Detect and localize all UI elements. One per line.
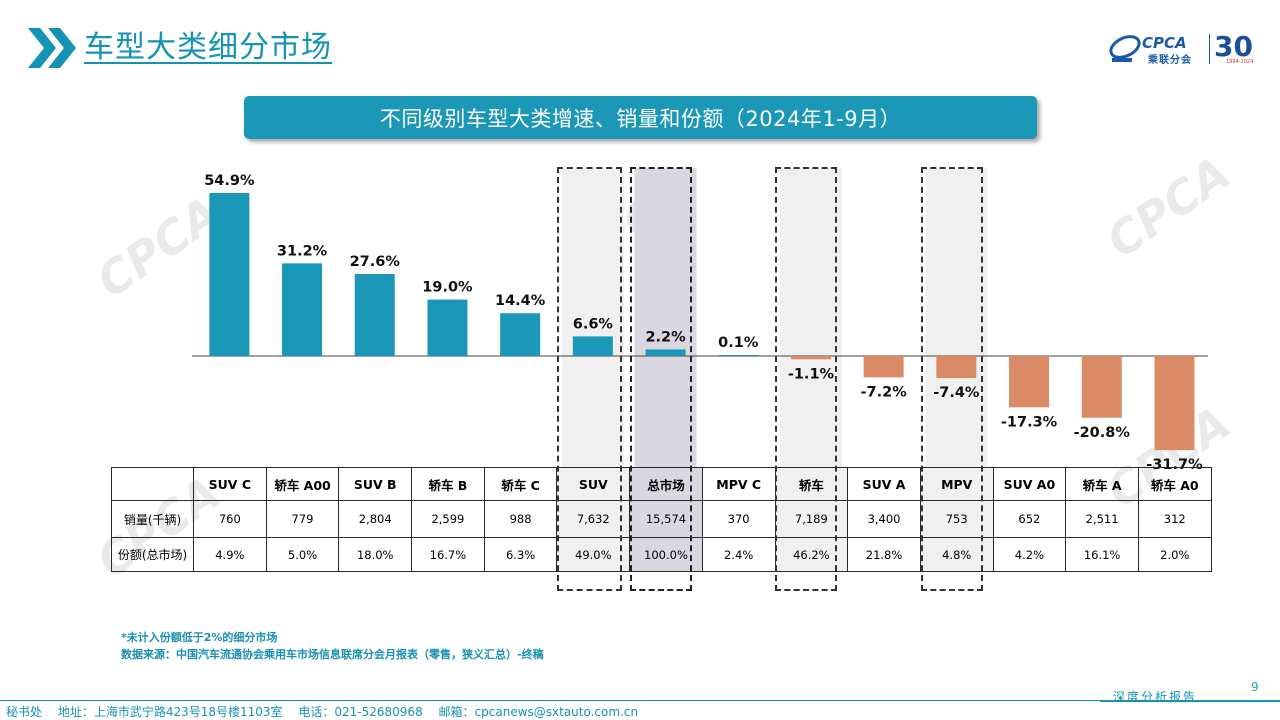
category-header: SUV <box>556 467 631 501</box>
data-label-11: -17.3% <box>1001 414 1058 430</box>
bar-5 <box>572 336 613 356</box>
table-row-sales: 销量(千辆) 760 779 2,804 2,599 988 7,632 15,574 370 7… <box>111 500 1212 538</box>
data-label-6: 2.2% <box>645 329 686 345</box>
bar-2 <box>354 274 395 356</box>
table-cell: 4.9% <box>193 537 267 572</box>
data-label-9: -7.2% <box>861 384 908 400</box>
table-cell: 5.0% <box>265 537 340 572</box>
chevron-icon <box>28 28 76 68</box>
category-header: MPV <box>919 467 994 501</box>
row-label: 销量(千辆) <box>111 500 194 538</box>
data-label-1: 31.2% <box>277 243 328 259</box>
footer-divider <box>1100 700 1280 702</box>
bar-0 <box>209 193 250 356</box>
table-cell: 7,189 <box>774 500 849 538</box>
table-cell: 4.8% <box>919 537 994 572</box>
highlight-bg <box>561 168 624 468</box>
table-cell: 15,574 <box>629 500 703 538</box>
table-cell: 370 <box>701 500 776 538</box>
table-cell: 779 <box>265 500 340 538</box>
table-corner <box>111 467 194 501</box>
data-label-0: 54.9% <box>204 173 255 189</box>
table-cell: 18.0% <box>338 537 413 572</box>
row-label: 份额(总市场) <box>111 537 194 572</box>
data-label-10: -7.4% <box>933 385 980 401</box>
bar-9 <box>863 356 904 378</box>
table-cell: 3,400 <box>847 500 921 538</box>
table-cell: 2,804 <box>338 500 413 538</box>
table-cell: 16.1% <box>1065 537 1139 572</box>
bar-10 <box>936 356 977 378</box>
data-label-8: -1.1% <box>788 366 835 382</box>
table-header-row: SUV C 轿车 A00 SUV B 轿车 B 轿车 C SUV 总市场 MPV C 轿车 SUV… <box>111 467 1212 501</box>
bar-4 <box>500 313 541 356</box>
data-label-4: 14.4% <box>495 293 546 309</box>
bar-1 <box>282 263 323 356</box>
table-cell: 760 <box>193 500 267 538</box>
table-cell: 49.0% <box>556 537 631 572</box>
bar-6 <box>645 349 686 356</box>
table-cell: 6.3% <box>483 537 558 572</box>
bar-11 <box>1009 356 1050 408</box>
table-cell: 7,632 <box>556 500 631 538</box>
bar-8 <box>790 356 831 360</box>
table-cell: 2,599 <box>411 500 485 538</box>
category-header: SUV B <box>338 467 413 501</box>
page-title: 车型大类细分市场 <box>84 30 332 65</box>
footer-address: 地址：上海市武宁路423号18号楼1103室 <box>57 705 283 719</box>
table-cell: 312 <box>1137 500 1212 538</box>
table-cell: 988 <box>483 500 558 538</box>
table-cell: 46.2% <box>774 537 849 572</box>
table-cell: 652 <box>992 500 1067 538</box>
category-header: SUV A <box>847 467 921 501</box>
bar-13 <box>1154 356 1195 451</box>
footer-phone: 电话：021-52680968 <box>298 705 423 719</box>
footer-email: 邮箱：cpcanews@sxtauto.com.cn <box>438 705 639 719</box>
page-number: 9 <box>1251 680 1259 694</box>
bar-7 <box>718 355 759 356</box>
highlight-bg <box>925 168 988 468</box>
table-cell: 2.0% <box>1137 537 1212 572</box>
data-label-3: 19.0% <box>422 280 473 296</box>
cpca-logo: CPCA 乘联分会 30 1994-2024 <box>1108 30 1268 70</box>
table-row-share: 份额(总市场) 4.9% 5.0% 18.0% 16.7% 6.3% 49.0% 100.0%… <box>111 537 1212 572</box>
category-header: 总市场 <box>629 467 703 501</box>
bar-12 <box>1081 356 1122 418</box>
category-header: 轿车 A0 <box>1137 467 1212 501</box>
table-cell: 4.2% <box>992 537 1067 572</box>
category-header: SUV C <box>193 467 267 501</box>
highlight-bg <box>779 168 842 468</box>
footer-office: 秘书处 <box>6 705 43 719</box>
category-header: 轿车 C <box>483 467 558 501</box>
category-header: MPV C <box>701 467 776 501</box>
category-header: 轿车 A00 <box>265 467 340 501</box>
category-header: 轿车 <box>774 467 849 501</box>
bar-3 <box>427 299 468 356</box>
chart-title-banner: 不同级别车型大类增速、销量和份额（2024年1-9月） <box>244 96 1037 139</box>
data-label-7: 0.1% <box>718 335 759 351</box>
table-cell: 21.8% <box>847 537 921 572</box>
category-header: SUV A0 <box>992 467 1067 501</box>
category-header: 轿车 B <box>411 467 485 501</box>
data-label-12: -20.8% <box>1074 425 1131 441</box>
footer-contact: 秘书处 地址：上海市武宁路423号18号楼1103室 电话：021-526809… <box>6 703 650 720</box>
footnote-threshold: *未计入份额低于2%的细分市场 <box>121 631 278 644</box>
category-header: 轿车 A <box>1065 467 1139 501</box>
highlight-bg <box>634 168 697 468</box>
table-cell: 100.0% <box>629 537 703 572</box>
data-label-5: 6.6% <box>573 316 614 332</box>
table-cell: 753 <box>919 500 994 538</box>
data-label-2: 27.6% <box>350 254 401 270</box>
report-type-label: 深度分析报告 <box>1113 690 1198 704</box>
sales-share-table: SUV C 轿车 A00 SUV B 轿车 B 轿车 C SUV 总市场 MPV C 轿车 SUV… <box>111 467 1212 572</box>
footnote-source: 数据来源：中国汽车流通协会乘用车市场信息联席分会月报表（零售，狭义汇总）-终稿 <box>121 648 544 661</box>
table-cell: 16.7% <box>411 537 485 572</box>
footer-divider <box>0 700 1200 701</box>
table-cell: 2.4% <box>701 537 776 572</box>
table-cell: 2,511 <box>1065 500 1139 538</box>
